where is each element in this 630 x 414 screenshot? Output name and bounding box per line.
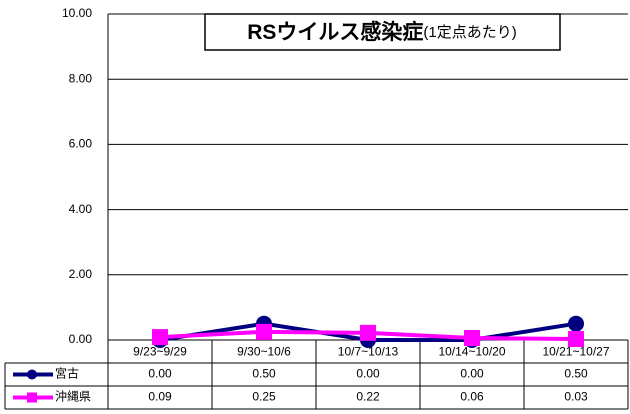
table-cell: 0.00 bbox=[356, 367, 380, 381]
table-cell: 0.00 bbox=[148, 367, 172, 381]
legend-marker bbox=[27, 392, 37, 403]
marker bbox=[568, 315, 584, 332]
table-cell: 0.25 bbox=[252, 390, 276, 404]
table-cell: 0.00 bbox=[460, 367, 484, 381]
y-tick-label: 0.00 bbox=[69, 332, 93, 346]
table-cell: 0.50 bbox=[252, 367, 276, 381]
x-tick-label: 10/7~10/13 bbox=[338, 345, 399, 359]
marker bbox=[464, 330, 480, 347]
chart-title-group: RSウイルス感染症(1定点あたり) bbox=[247, 20, 517, 44]
x-tick-label: 9/30~10/6 bbox=[237, 345, 291, 359]
legend-marker bbox=[27, 369, 37, 380]
table-cell: 0.09 bbox=[148, 390, 172, 404]
y-tick-label: 8.00 bbox=[69, 71, 93, 85]
legend-label: 沖縄県 bbox=[55, 389, 91, 404]
marker bbox=[152, 329, 168, 346]
marker bbox=[360, 324, 376, 341]
title-box bbox=[204, 13, 561, 51]
x-tick-label: 10/21~10/27 bbox=[542, 345, 609, 359]
y-tick-label: 2.00 bbox=[69, 267, 93, 281]
y-tick-label: 4.00 bbox=[69, 202, 93, 216]
marker bbox=[568, 331, 584, 348]
y-tick-label: 6.00 bbox=[69, 137, 93, 151]
table-cell: 0.50 bbox=[564, 367, 588, 381]
table-cell: 0.06 bbox=[460, 390, 484, 404]
x-tick-label: 10/14~10/20 bbox=[438, 345, 505, 359]
legend-label: 宮古 bbox=[55, 366, 79, 381]
table-cell: 0.22 bbox=[356, 390, 380, 404]
marker bbox=[256, 323, 272, 340]
chart-title: RSウイルス感染症 bbox=[247, 20, 423, 44]
x-tick-label: 9/23~9/29 bbox=[133, 345, 187, 359]
table-cell: 0.03 bbox=[564, 390, 588, 404]
y-tick-label: 10.00 bbox=[62, 6, 92, 20]
chart-subtitle: (1定点あたり) bbox=[423, 24, 516, 41]
